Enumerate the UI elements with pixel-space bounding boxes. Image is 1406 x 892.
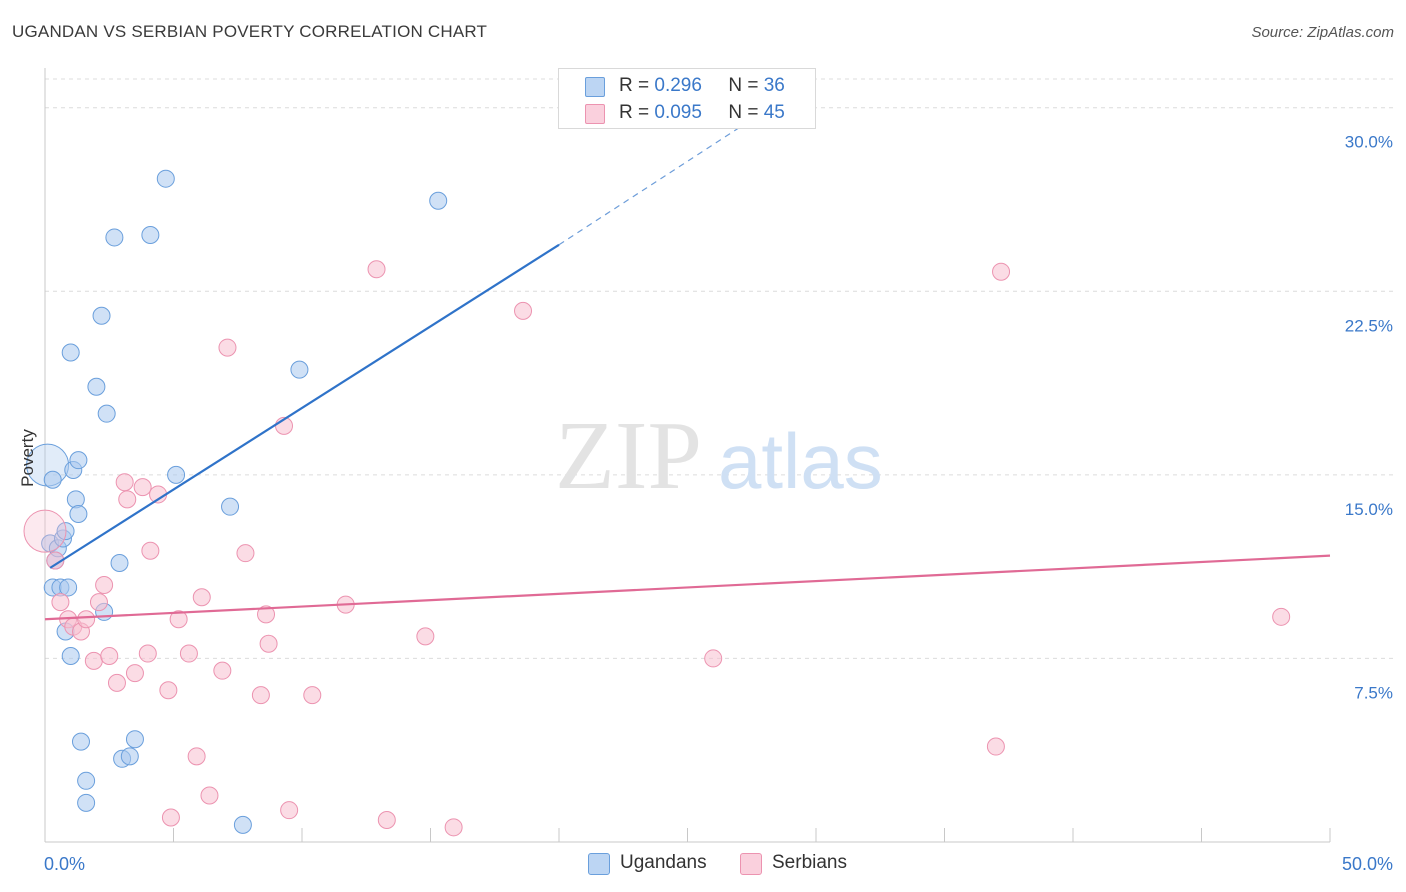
serbian-point-31	[259, 634, 278, 653]
y-axis-label: Poverty	[18, 429, 37, 487]
serbian-point-13	[118, 490, 137, 509]
axis-layer	[44, 68, 1331, 843]
serbian-point-36	[367, 260, 386, 279]
ugandan-point-29	[141, 225, 160, 244]
serbian-point-7	[84, 651, 103, 670]
r-value-ugandans: 0.296	[654, 75, 702, 96]
ugandan-point-18	[77, 771, 96, 790]
n-value-ugandans: 36	[763, 75, 785, 96]
n-label: N =	[728, 102, 759, 123]
ugandan-point-34	[290, 360, 309, 379]
ugandan-point-33	[233, 815, 252, 834]
ugandan-point-14	[69, 451, 88, 470]
ugandans-trend-line	[49, 243, 560, 569]
ugandan-point-16	[61, 646, 80, 665]
serbian-point-1	[46, 551, 65, 570]
ugandan-point-32	[221, 497, 240, 516]
serbian-point-24	[192, 588, 211, 607]
serbian-point-29	[251, 686, 270, 705]
y-tick-label-1: 15.0%	[1345, 500, 1393, 519]
serbians-legend-swatch	[740, 853, 762, 875]
serbian-point-41	[704, 649, 723, 668]
serbian-point-9	[95, 576, 114, 594]
tick-label-layer: 7.5% 15.0% 22.5% 30.0% 0.0% 50.0%	[44, 133, 1393, 874]
serbian-point-40	[514, 301, 533, 320]
n-label: N =	[728, 75, 759, 96]
ugandan-point-17	[71, 732, 90, 751]
chart-title: UGANDAN VS SERBIAN POVERTY CORRELATION C…	[12, 22, 488, 41]
serbian-point-0	[23, 509, 67, 553]
ugandan-point-35	[429, 191, 448, 210]
ugandans-legend-swatch	[588, 853, 610, 875]
serbian-point-16	[138, 644, 157, 663]
serbian-point-26	[213, 661, 232, 680]
ugandan-point-13	[69, 505, 88, 524]
ugandan-point-30	[156, 169, 175, 188]
r-value-serbians: 0.095	[654, 102, 702, 123]
serbian-point-33	[280, 801, 299, 820]
serbian-point-27	[218, 338, 237, 357]
y-tick-label-2: 22.5%	[1345, 316, 1393, 335]
points-layer	[23, 169, 1291, 837]
ugandan-point-22	[97, 404, 116, 423]
stats-legend: R = 0.296 N = 36 R = 0.095 N = 45	[558, 68, 816, 129]
serbian-point-23	[187, 747, 206, 766]
n-value-serbians: 45	[763, 102, 785, 123]
serbian-point-19	[159, 681, 178, 700]
grid-layer	[45, 78, 1393, 659]
watermark-zip: ZIP	[555, 402, 702, 510]
serbian-point-39	[444, 818, 463, 837]
serbian-point-38	[416, 627, 435, 646]
r-label: R =	[619, 75, 650, 96]
serbians-swatch	[585, 104, 605, 124]
serbian-point-21	[169, 610, 188, 629]
x-tick-label-0: 0.0%	[44, 854, 85, 874]
watermark: ZIP atlas	[555, 402, 883, 510]
serbian-point-15	[133, 478, 152, 497]
ugandan-point-9	[59, 578, 78, 597]
ugandan-point-21	[92, 306, 111, 325]
x-tick-label-1: 50.0%	[1342, 854, 1393, 874]
serbian-point-10	[100, 646, 119, 665]
legend-label-serbians: Serbians	[772, 852, 847, 873]
y-tick-label-3: 30.0%	[1345, 133, 1393, 152]
ugandan-point-27	[120, 747, 139, 766]
watermark-atlas: atlas	[718, 417, 883, 505]
ugandan-point-12	[66, 490, 85, 509]
serbian-point-37	[377, 810, 396, 829]
trend-layer	[44, 102, 1331, 621]
ugandans-swatch	[585, 77, 605, 97]
serbian-point-17	[141, 541, 160, 560]
serbian-point-42	[986, 737, 1005, 756]
serbian-point-12	[115, 473, 134, 492]
serbian-point-14	[125, 664, 144, 683]
legend-label-ugandans: Ugandans	[620, 852, 707, 873]
serbian-point-11	[107, 673, 126, 692]
r-label: R =	[619, 102, 650, 123]
serbian-point-6	[77, 610, 96, 629]
serbian-point-22	[179, 644, 198, 663]
serbian-point-34	[303, 686, 322, 705]
ugandan-point-28	[125, 730, 144, 749]
serbian-point-30	[257, 605, 276, 624]
serbian-point-2	[51, 593, 70, 612]
ugandan-point-1	[43, 470, 62, 489]
ugandan-point-24	[105, 228, 124, 247]
serbian-point-44	[1272, 607, 1291, 626]
source-credit: Source: ZipAtlas.com	[1251, 24, 1394, 41]
serbian-point-8	[89, 593, 108, 612]
ugandan-point-10	[61, 343, 80, 362]
ugandan-point-20	[87, 377, 106, 396]
ugandan-point-31	[167, 465, 186, 484]
ugandan-point-19	[77, 793, 96, 812]
serbian-point-25	[200, 786, 219, 805]
serbian-point-43	[992, 262, 1011, 281]
serbians-trend-line	[44, 554, 1331, 621]
y-tick-label-0: 7.5%	[1354, 683, 1393, 702]
serbian-point-28	[236, 544, 255, 563]
serbian-point-20	[161, 808, 180, 827]
ugandan-point-25	[110, 553, 129, 572]
